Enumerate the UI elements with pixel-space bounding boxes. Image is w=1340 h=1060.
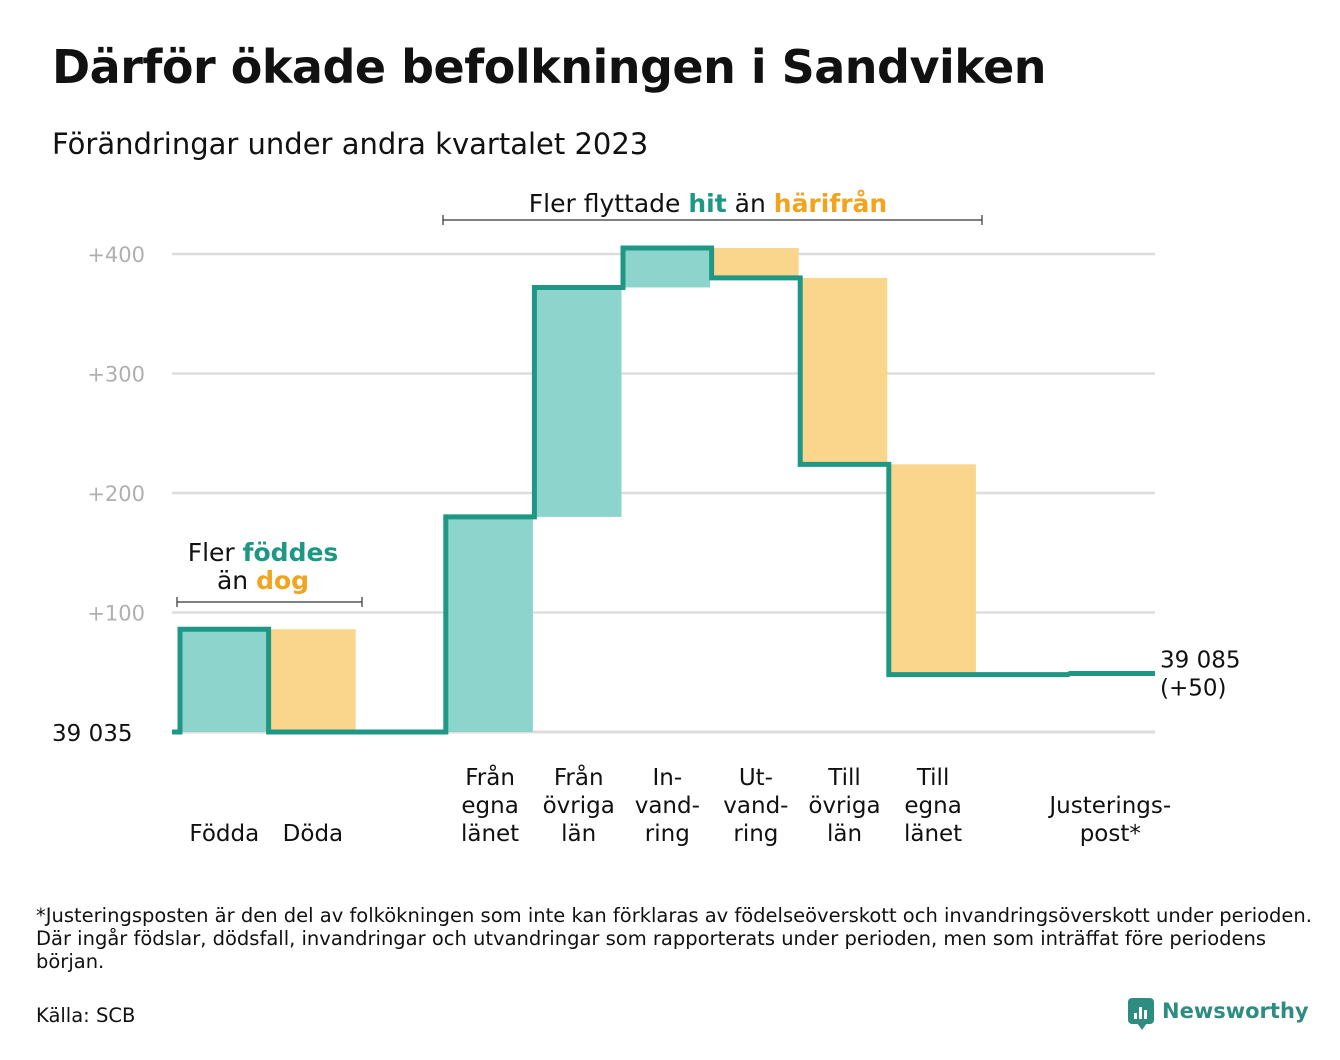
footnote: *Justeringsposten är den del av folkökni… — [36, 904, 1312, 973]
annotation-births: Fler föddes — [188, 538, 339, 567]
category-label: vand- — [635, 793, 700, 819]
y-tick-label: +200 — [87, 482, 145, 506]
category-label: övriga — [808, 793, 880, 819]
cumulative-step-line — [172, 245, 1155, 735]
category-label: In- — [652, 765, 682, 791]
bar-increase — [535, 287, 622, 517]
category-label: län — [561, 821, 596, 847]
chart-title: Därför ökade befolkningen i Sandviken — [52, 40, 1047, 94]
category-label: Till — [916, 765, 950, 791]
category-label: Ut- — [739, 765, 773, 791]
brand-name: Newsworthy — [1162, 999, 1309, 1023]
category-label: ring — [645, 821, 690, 847]
category-label: post* — [1080, 821, 1141, 847]
category-label: övriga — [543, 793, 615, 819]
chart-subtitle: Förändringar under andra kvartalet 2023 — [52, 127, 649, 161]
bar-decrease — [801, 277, 888, 465]
category-label: länet — [904, 821, 962, 847]
category-label: Justerings- — [1047, 793, 1171, 819]
category-label: Till — [827, 765, 861, 791]
category-label: Födda — [189, 821, 259, 847]
bar-increase — [624, 248, 711, 288]
category-label: Från — [554, 763, 604, 791]
category-label: egna — [904, 793, 961, 819]
bar-increase — [447, 516, 533, 732]
annotation-migration-part: hit — [688, 189, 726, 218]
annotation-migration-part: än — [727, 189, 774, 218]
bar-decrease — [713, 248, 799, 278]
end-change-label: (+50) — [1160, 675, 1226, 701]
annotation-births: än dog — [217, 566, 309, 595]
category-label: egna — [461, 793, 518, 819]
end-value-label: 39 085 — [1160, 647, 1240, 673]
annotation-migration-part: härifrån — [774, 189, 887, 218]
annotation-migration-part: Fler flyttade — [529, 189, 689, 218]
y-tick-label: +400 — [87, 243, 145, 267]
annotation-births-part: föddes — [243, 538, 339, 567]
newsworthy-icon — [1128, 998, 1154, 1030]
annotation-migration: Fler flyttade hit än härifrån — [529, 189, 887, 218]
start-value-label: 39 035 — [52, 721, 132, 747]
y-tick-label: +300 — [87, 363, 145, 387]
category-label: Från — [465, 763, 515, 791]
annotation-births-part: dog — [256, 566, 309, 595]
y-tick-label: +100 — [87, 602, 145, 626]
category-label: ring — [733, 821, 778, 847]
bar-decrease — [270, 629, 356, 732]
annotation-births-part: än — [217, 566, 256, 595]
brand-logo: Newsworthy — [1128, 998, 1309, 1030]
category-label: vand- — [723, 793, 788, 819]
annotation-births-part: Fler — [188, 538, 243, 567]
bar-decrease — [890, 464, 976, 675]
category-label: län — [827, 821, 862, 847]
category-label: Döda — [283, 821, 343, 847]
source-note: Källa: SCB — [36, 1004, 136, 1027]
category-label: länet — [461, 821, 519, 847]
bar-increase — [181, 629, 268, 732]
